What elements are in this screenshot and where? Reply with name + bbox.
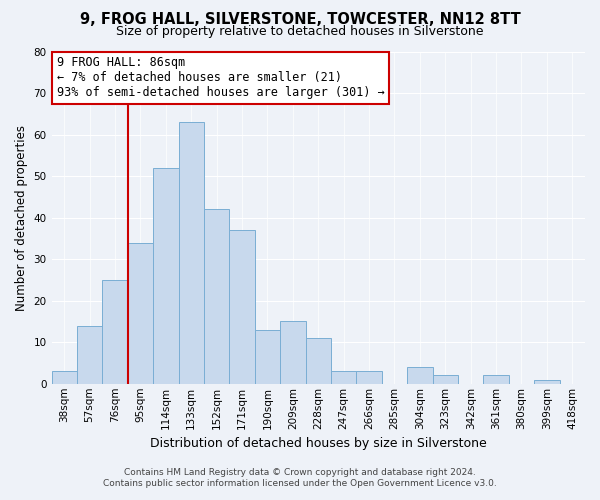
Bar (255, 330, 280, 384)
Bar (305, 338, 331, 384)
Bar (356, 372, 382, 384)
Bar (128, 242, 153, 384)
X-axis label: Distribution of detached houses by size in Silverstone: Distribution of detached houses by size … (150, 437, 487, 450)
Text: 9, FROG HALL, SILVERSTONE, TOWCESTER, NN12 8TT: 9, FROG HALL, SILVERSTONE, TOWCESTER, NN… (80, 12, 520, 28)
Bar (280, 322, 305, 384)
Bar (433, 376, 458, 384)
Bar (229, 230, 255, 384)
Bar (179, 122, 204, 384)
Bar (153, 168, 179, 384)
Bar (331, 372, 356, 384)
Y-axis label: Number of detached properties: Number of detached properties (15, 124, 28, 310)
Text: 9 FROG HALL: 86sqm
← 7% of detached houses are smaller (21)
93% of semi-detached: 9 FROG HALL: 86sqm ← 7% of detached hous… (57, 56, 385, 100)
Text: Size of property relative to detached houses in Silverstone: Size of property relative to detached ho… (116, 25, 484, 38)
Bar (204, 210, 229, 384)
Bar (77, 326, 103, 384)
Text: Contains HM Land Registry data © Crown copyright and database right 2024.
Contai: Contains HM Land Registry data © Crown c… (103, 468, 497, 487)
Bar (484, 376, 509, 384)
Bar (534, 380, 560, 384)
Bar (103, 280, 128, 384)
Bar (407, 367, 433, 384)
Bar (52, 372, 77, 384)
